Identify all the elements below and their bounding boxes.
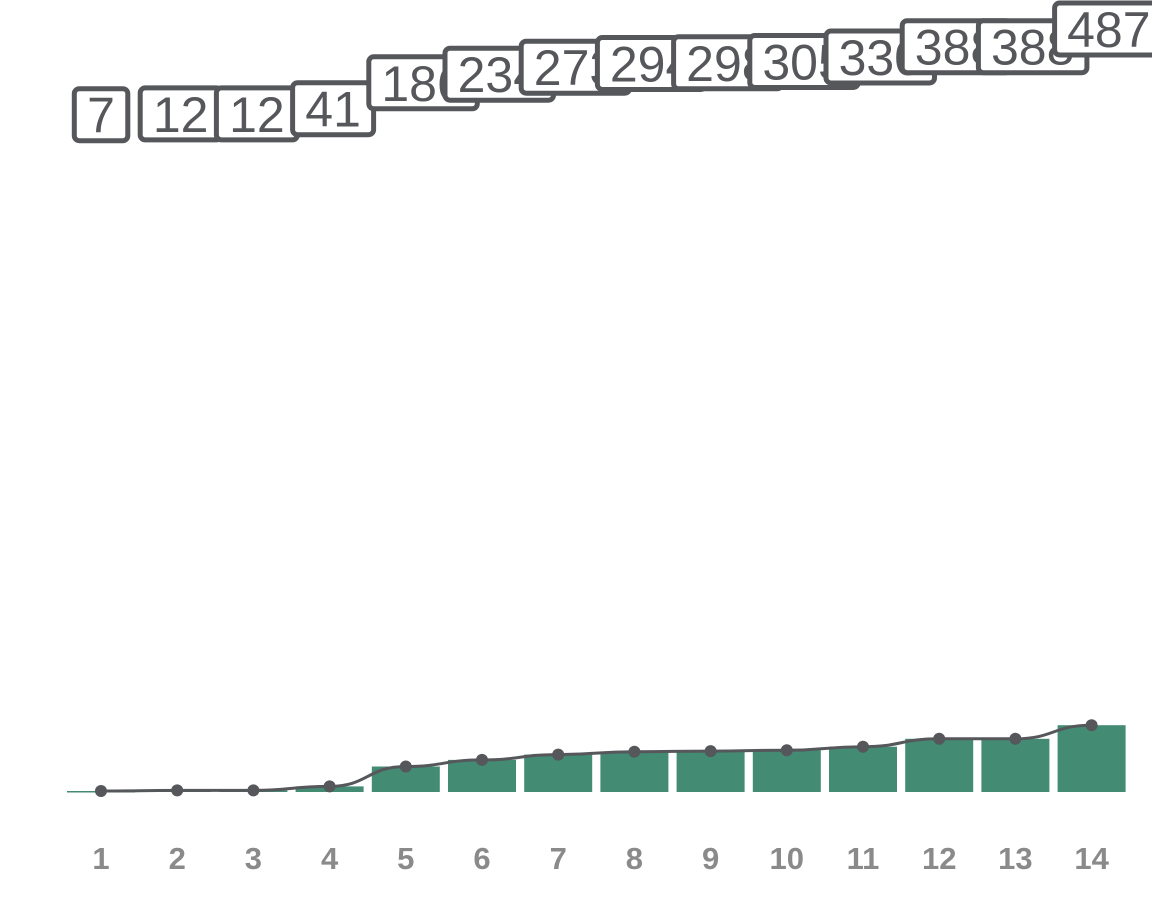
data-label-2: 12 — [137, 85, 224, 143]
bar-13 — [981, 738, 1050, 792]
x-tick-label-4: 4 — [321, 841, 339, 876]
x-tick-label-10: 10 — [770, 841, 804, 876]
x-tick-label-13: 13 — [998, 841, 1032, 876]
data-label-box — [1052, 0, 1152, 58]
data-label-text: 7 — [87, 88, 115, 144]
bar-11 — [829, 746, 897, 792]
line-point-10 — [780, 744, 793, 757]
x-tick-label-2: 2 — [169, 841, 186, 876]
data-label-3: 12 — [213, 85, 300, 143]
x-tick-label-9: 9 — [702, 841, 719, 876]
x-tick-label-11: 11 — [847, 841, 880, 876]
bar-10 — [752, 750, 821, 792]
line-point-5 — [399, 760, 412, 773]
x-tick-label-5: 5 — [397, 841, 414, 876]
data-label-text: 41 — [305, 82, 361, 138]
line-point-11 — [857, 740, 869, 753]
line-point-12 — [933, 732, 946, 745]
line-point-8 — [628, 745, 641, 758]
data-label-text: 12 — [153, 87, 209, 143]
line-point-13 — [1009, 732, 1022, 745]
line-point-3 — [247, 784, 260, 797]
line-point-14 — [1085, 719, 1098, 732]
x-tick-label-6: 6 — [473, 841, 490, 876]
data-label-text: 12 — [229, 87, 285, 143]
x-tick-label-7: 7 — [550, 841, 567, 876]
x-tick-label-12: 12 — [922, 841, 956, 876]
series-line — [100, 723, 1092, 793]
bar-9 — [676, 751, 745, 792]
bar-7 — [524, 754, 593, 792]
x-axis-ticks: 1 2 3 4 5 6 7 8 9 10 11 12 13 14 — [92, 841, 1109, 876]
bar-12 — [905, 738, 974, 792]
data-label-box — [71, 86, 131, 144]
bars-layer — [67, 725, 1126, 793]
x-tick-label-14: 14 — [1074, 841, 1109, 876]
data-label-1: 7 — [71, 86, 131, 144]
data-label-text: 487 — [1067, 2, 1150, 58]
bar-14 — [1057, 725, 1126, 792]
points-layer — [95, 719, 1098, 797]
line-point-4 — [323, 780, 336, 793]
line-point-6 — [476, 753, 488, 766]
line-point-2 — [171, 784, 184, 797]
line-point-7 — [552, 748, 565, 761]
line-point-9 — [704, 745, 717, 758]
line-point-1 — [95, 785, 107, 797]
data-label-14: 487 — [1052, 0, 1152, 58]
line-layer — [100, 723, 1092, 793]
bar-8 — [600, 751, 669, 792]
x-tick-label-1: 1 — [92, 841, 109, 876]
x-tick-label-8: 8 — [626, 841, 643, 876]
data-label-4: 41 — [290, 80, 377, 138]
x-tick-label-3: 3 — [245, 841, 262, 876]
